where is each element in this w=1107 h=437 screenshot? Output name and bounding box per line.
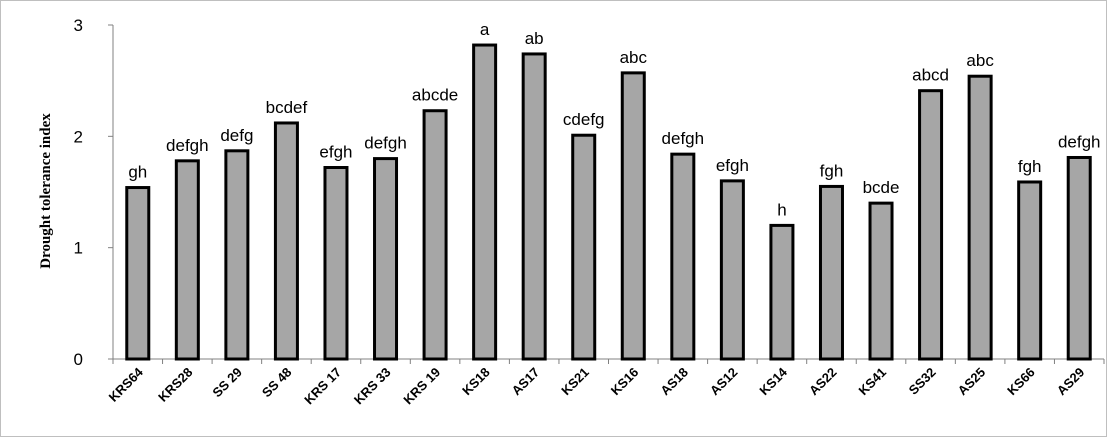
data-label: efgh: [319, 143, 352, 162]
y-tick-label: 1: [74, 239, 83, 258]
data-label: defgh: [1058, 132, 1101, 151]
x-tick-label: AS12: [707, 365, 741, 399]
x-tick-label: KS14: [756, 364, 790, 398]
x-tick-label: KS41: [856, 365, 890, 399]
x-tick-label: SS 48: [259, 365, 295, 401]
x-tick-label: KRS28: [155, 365, 195, 405]
bar-as17: [521, 52, 547, 361]
bar-krs28: [174, 159, 200, 361]
y-axis-label: Drought tolerance index: [38, 113, 54, 269]
bar-as18: [670, 152, 696, 361]
x-tick-label: AS22: [806, 365, 840, 399]
y-tick-label: 3: [74, 16, 83, 35]
bar-ss32: [918, 89, 944, 361]
bar-ks18: [472, 43, 498, 361]
data-label: efgh: [716, 156, 749, 175]
bar-as25: [967, 74, 993, 361]
bar-ss-29: [224, 149, 250, 361]
bar-krs-33: [373, 157, 399, 361]
x-tick-label: AS18: [657, 365, 691, 399]
bar-ks41: [868, 201, 894, 361]
x-tick-label: KRS 19: [400, 365, 443, 408]
bar-as22: [818, 184, 844, 361]
data-label: cdefg: [563, 110, 605, 129]
bar-as12: [719, 179, 745, 361]
bar-ks21: [571, 133, 597, 361]
data-label: gh: [128, 163, 147, 182]
x-axis: KRS64 KRS28 SS 29 SS 48 KRS 17 KRS 33 KRS 19 KS…: [106, 358, 1105, 408]
bar-krs-19: [422, 109, 448, 361]
x-tick-label: AS29: [1054, 365, 1088, 399]
bar-ks66: [1017, 180, 1043, 361]
x-tick-label: KS18: [459, 365, 493, 399]
data-label: defgh: [662, 129, 705, 148]
data-label: abc: [620, 48, 648, 67]
data-label: abc: [966, 51, 994, 70]
data-label: a: [480, 20, 490, 39]
bar-krs64: [125, 186, 151, 361]
data-label: bcde: [863, 178, 900, 197]
data-label: abcde: [412, 86, 458, 105]
y-tick-label: 2: [74, 127, 83, 146]
bar-ss-48: [273, 121, 299, 361]
x-tick-label: AS25: [955, 365, 989, 399]
data-label: abcd: [912, 66, 949, 85]
data-label: h: [777, 200, 786, 219]
bar-as29: [1066, 155, 1092, 361]
x-tick-label: KRS64: [106, 364, 147, 405]
bars: [125, 43, 1092, 361]
x-tick-label: SS 29: [209, 365, 245, 401]
data-label: fgh: [1018, 157, 1042, 176]
x-tick-label: KRS 33: [351, 365, 394, 408]
bar-krs-17: [323, 166, 349, 361]
x-tick-label: SS32: [906, 365, 939, 398]
y-axis: 0 1 2 3: [74, 16, 114, 369]
x-tick-label: KRS 17: [301, 365, 344, 408]
x-tick-label: KS21: [558, 365, 592, 399]
data-label: defgh: [166, 136, 209, 155]
data-label: defgh: [364, 134, 407, 153]
x-tick-label: AS17: [509, 365, 543, 399]
y-tick-label: 0: [74, 350, 83, 369]
data-label: bcdef: [266, 98, 308, 117]
bar-ks16: [620, 71, 646, 361]
data-label: ab: [525, 29, 544, 48]
data-label: defg: [220, 126, 253, 145]
data-label: fgh: [820, 161, 844, 180]
x-tick-label: KS16: [608, 365, 642, 399]
x-tick-label: KS66: [1004, 365, 1038, 399]
bar-ks14: [769, 223, 795, 361]
